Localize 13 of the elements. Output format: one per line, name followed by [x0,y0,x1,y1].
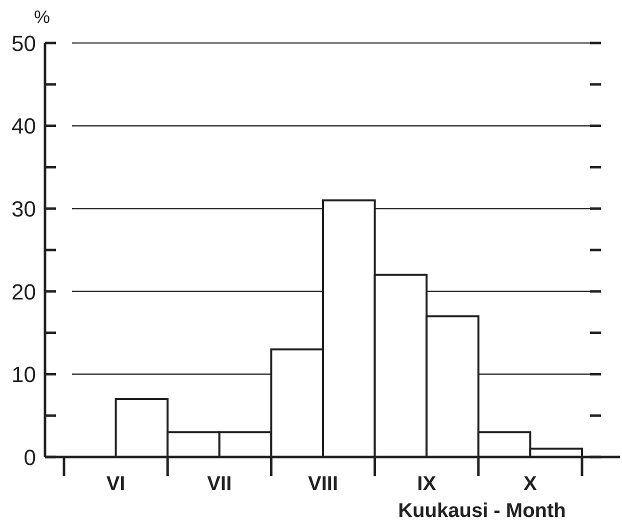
y-tick-label: 40 [12,114,36,139]
x-tick-label: VII [207,473,232,495]
x-axis-title: Kuukausi - Month [398,500,566,522]
x-tick-label: VIII [308,473,338,495]
y-tick-label: 0 [24,444,36,470]
x-tick-label: VI [106,473,126,495]
y-tick-label: 20 [12,279,36,304]
y-axis-title: % [34,7,50,27]
y-tick-label: 10 [12,362,36,388]
x-tick-label: IX [417,473,437,495]
y-tick-label: 50 [12,30,36,56]
y-tick-label: 30 [12,196,36,222]
x-tick-label: X [524,473,538,495]
